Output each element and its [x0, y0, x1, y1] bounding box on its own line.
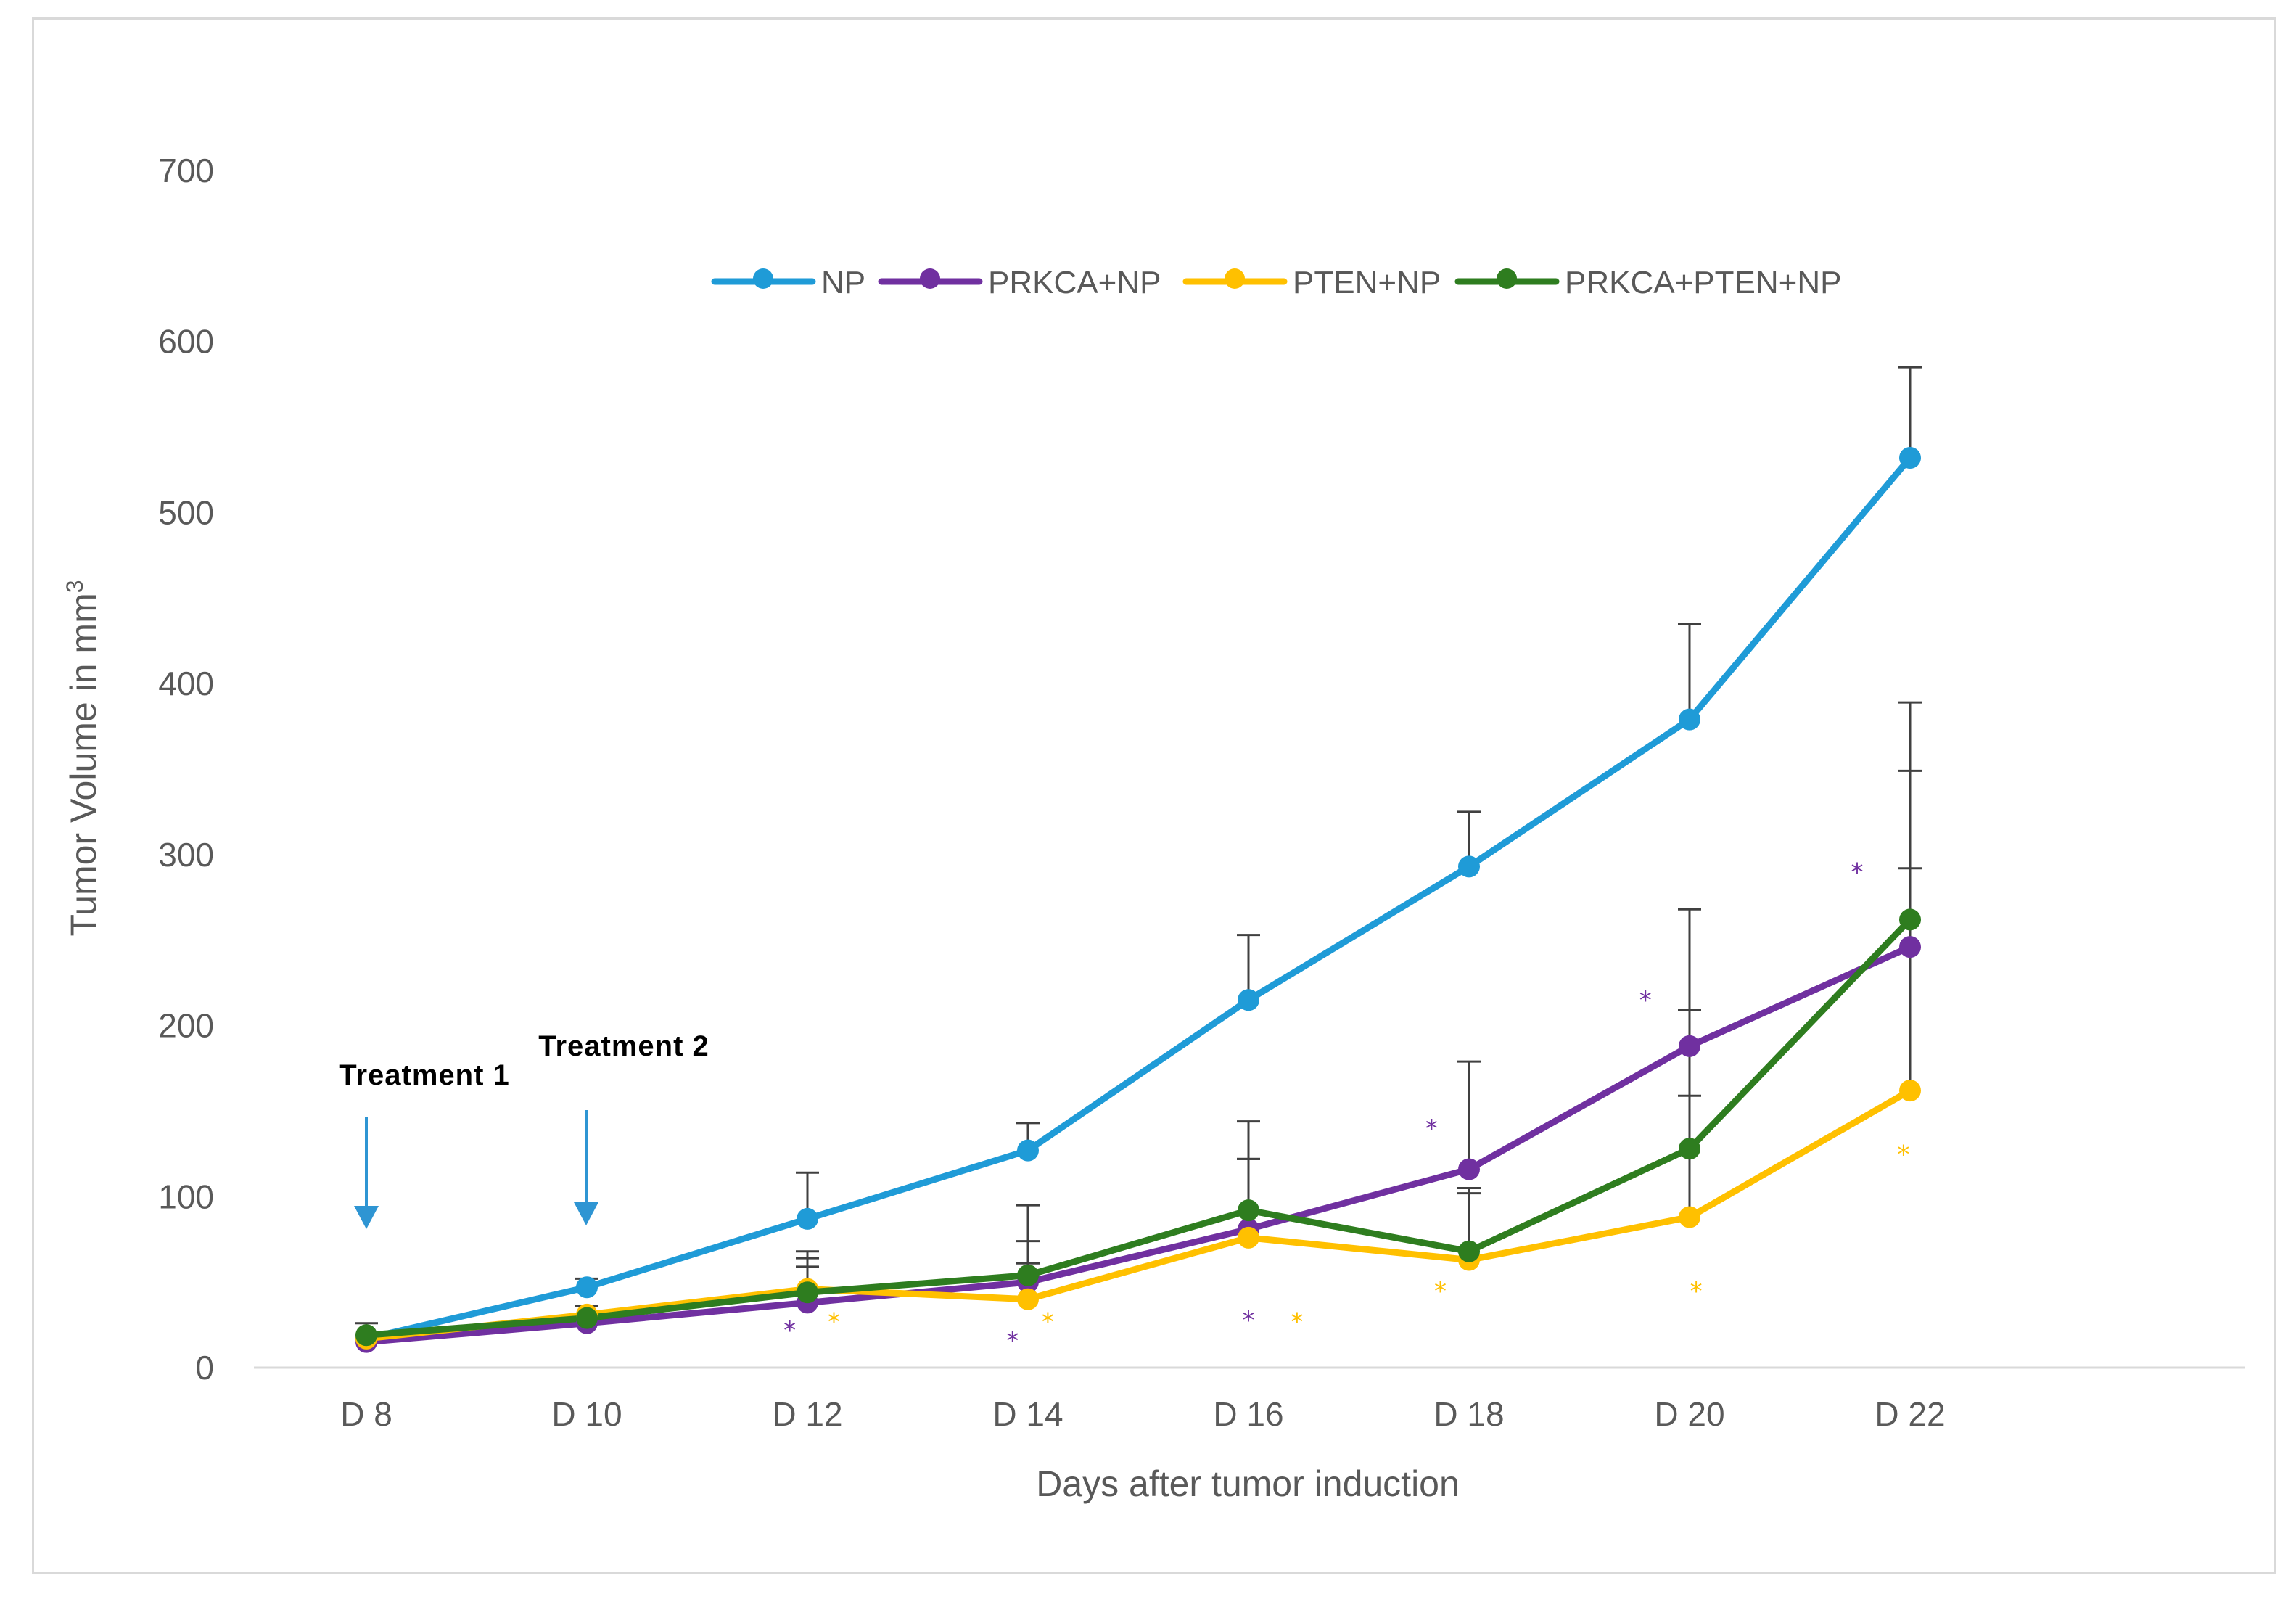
data-point	[1238, 1226, 1259, 1249]
significance-star: *	[1690, 1277, 1703, 1306]
legend-label: PTEN+NP	[1293, 265, 1441, 300]
treatment-arrow-head	[574, 1202, 598, 1225]
series-line	[363, 916, 1914, 1339]
data-point	[1679, 1206, 1700, 1228]
significance-star: *	[1639, 986, 1652, 1015]
error-bars	[355, 366, 1922, 1336]
x-axis-ticks: D 8 D 10 D 12 D 14 D 16 D 18 D 20 D 22	[340, 1395, 1945, 1433]
data-point	[1899, 908, 1921, 931]
data-point	[1238, 989, 1259, 1011]
treatment-label: Treatment 2	[538, 1030, 709, 1062]
x-tick-label: D 8	[340, 1395, 392, 1433]
data-point	[1017, 1288, 1039, 1310]
data-point	[1458, 1158, 1480, 1180]
data-point	[1899, 936, 1921, 958]
series-points	[355, 447, 1921, 1353]
data-point	[355, 1324, 377, 1347]
x-axis-title: Days after tumor induction	[1036, 1463, 1460, 1504]
y-axis-title: Tumor Volume in mm3	[62, 580, 104, 936]
significance-star: *	[1851, 858, 1864, 887]
y-tick-label: 200	[158, 1007, 214, 1045]
significance-star: *	[1243, 1306, 1255, 1335]
legend: NP PRKCA+NP PTEN+NP PRKCA+PTEN+NP	[711, 265, 1841, 300]
y-axis-ticks: 0 100 200 300 400 500 600 700	[158, 152, 214, 1387]
x-tick-label: D 12	[772, 1395, 842, 1433]
series-line	[363, 943, 1914, 1346]
data-point	[797, 1281, 818, 1304]
data-point	[1458, 1240, 1480, 1262]
x-tick-label: D 22	[1875, 1395, 1945, 1433]
y-tick-label: 100	[158, 1178, 214, 1215]
x-tick-label: D 20	[1654, 1395, 1724, 1433]
treatment-arrow-head	[354, 1206, 379, 1229]
y-tick-label: 0	[195, 1349, 214, 1387]
legend-label: PRKCA+PTEN+NP	[1565, 265, 1841, 300]
data-point	[1679, 708, 1700, 731]
data-point	[1899, 447, 1921, 469]
significance-star: *	[1425, 1114, 1438, 1143]
data-point	[1458, 855, 1480, 878]
legend-label: NP	[821, 265, 865, 300]
y-tick-label: 700	[158, 152, 214, 189]
data-point	[1017, 1139, 1039, 1162]
significance-marks: * * * * * * * * * * * *	[783, 858, 1909, 1355]
significance-star: *	[828, 1307, 840, 1336]
legend-marker	[753, 268, 773, 289]
x-tick-label: D 14	[992, 1395, 1063, 1433]
y-axis-title-text: Tumor Volume in mm	[63, 593, 104, 936]
y-axis-title-superscript: 3	[62, 580, 88, 593]
significance-star: *	[1434, 1277, 1447, 1306]
legend-marker	[1225, 268, 1245, 289]
data-point	[576, 1276, 598, 1299]
treatment-annotations: Treatment 1 Treatment 2	[339, 1030, 709, 1229]
data-point	[1017, 1264, 1039, 1286]
x-tick-label: D 18	[1433, 1395, 1504, 1433]
x-tick-label: D 10	[551, 1395, 622, 1433]
data-point	[797, 1207, 818, 1230]
data-point	[1238, 1199, 1259, 1222]
significance-star: *	[1042, 1307, 1054, 1336]
significance-star: *	[1291, 1307, 1303, 1336]
legend-label: PRKCA+NP	[988, 265, 1161, 300]
x-tick-label: D 16	[1213, 1395, 1283, 1433]
legend-marker	[920, 268, 940, 289]
chart-frame	[32, 17, 2276, 1574]
series-line	[363, 1087, 1914, 1342]
series-lines	[363, 454, 1914, 1346]
significance-star: *	[1006, 1326, 1019, 1355]
significance-star: *	[783, 1316, 796, 1345]
data-point	[1899, 1080, 1921, 1102]
data-point	[1679, 1035, 1700, 1057]
series-line	[363, 454, 1914, 1342]
y-tick-label: 400	[158, 665, 214, 702]
y-tick-label: 300	[158, 836, 214, 874]
significance-star: *	[1897, 1140, 1909, 1169]
data-point	[1679, 1138, 1700, 1160]
data-point	[576, 1307, 598, 1329]
treatment-label: Treatment 1	[339, 1059, 510, 1091]
legend-marker	[1497, 268, 1517, 289]
y-tick-label: 500	[158, 493, 214, 531]
y-tick-label: 600	[158, 323, 214, 361]
